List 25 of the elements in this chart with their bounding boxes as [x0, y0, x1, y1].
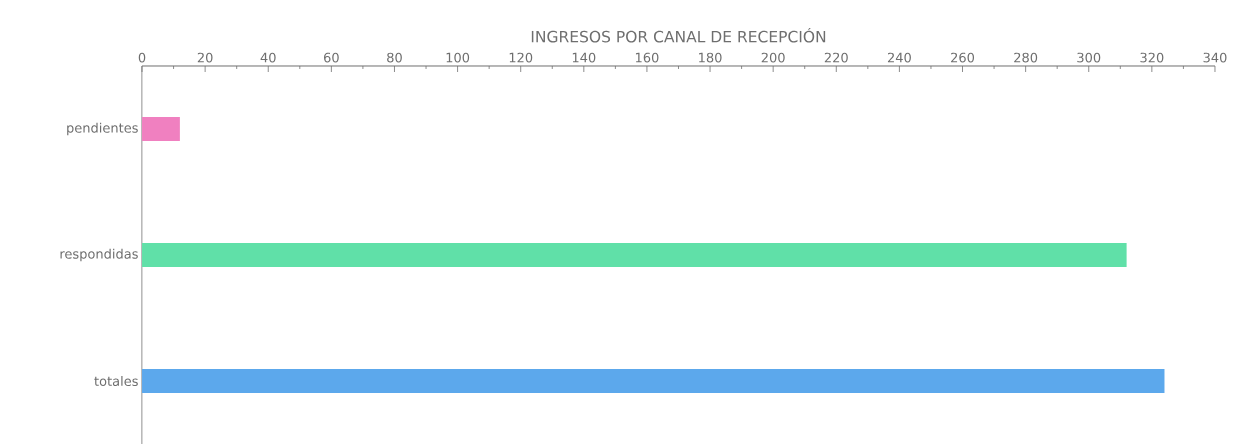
- x-tick-label: 40: [260, 52, 276, 63]
- x-tick-label: 260: [951, 52, 975, 63]
- x-tick-label: 180: [699, 52, 722, 63]
- x-tick-label: 300: [1077, 52, 1101, 63]
- x-tick-label: 120: [509, 52, 533, 63]
- x-tick-label: 220: [824, 52, 848, 63]
- x-tick-label: 80: [387, 52, 402, 63]
- bar: [142, 242, 1127, 267]
- x-tick-label: 340: [1203, 52, 1227, 63]
- y-tick-label: respondidas: [60, 248, 138, 262]
- x-tick-label: 280: [1014, 52, 1038, 63]
- y-tick-label: pendientes: [67, 122, 138, 136]
- x-tick-label: 140: [572, 52, 596, 63]
- x-tick-label: 240: [887, 52, 911, 63]
- x-tick-label: 60: [324, 52, 339, 63]
- x-tick-label: 100: [446, 52, 470, 63]
- x-tick-label: 0: [138, 52, 146, 63]
- x-tick-label: 200: [761, 52, 785, 63]
- chart-title: INGRESOS POR CANAL DE RECEPCIÓN: [531, 27, 826, 43]
- bar: [142, 368, 1165, 393]
- x-tick-label: 20: [197, 52, 213, 63]
- x-tick-label: 320: [1140, 52, 1164, 63]
- y-tick-label: totales: [94, 375, 138, 387]
- bar: [142, 117, 180, 141]
- x-tick-label: 160: [635, 52, 659, 63]
